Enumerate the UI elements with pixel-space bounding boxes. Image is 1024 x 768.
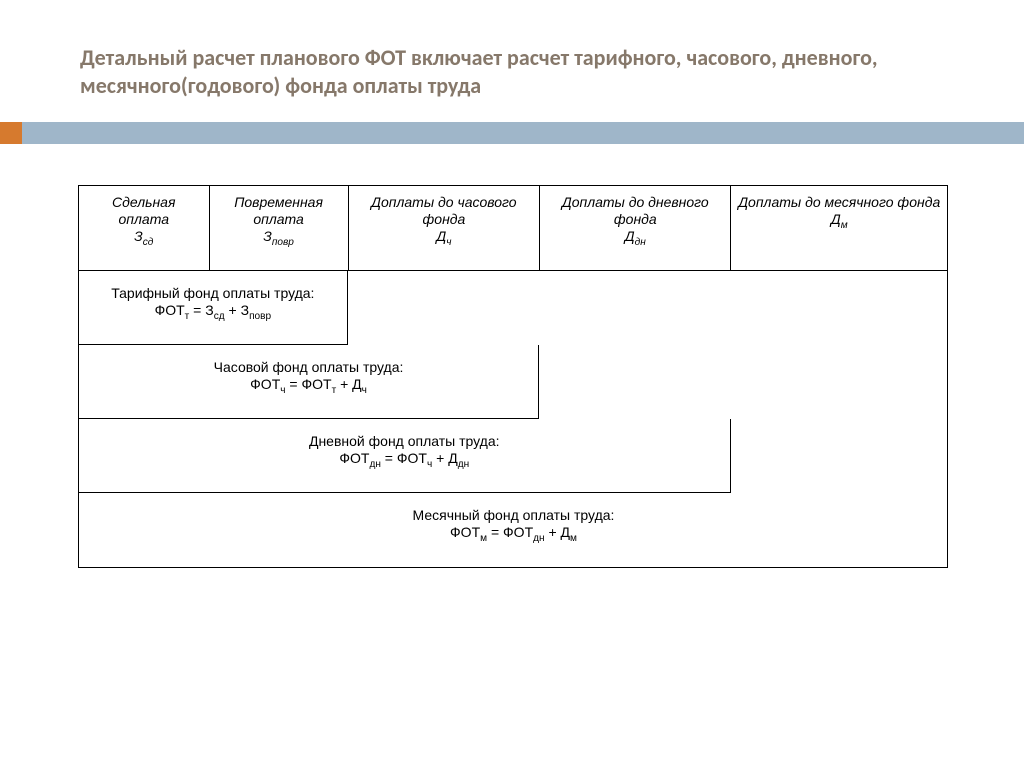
a-base: ФОТ	[397, 450, 427, 466]
decorative-bar	[0, 122, 1024, 144]
step-row-0: Тарифный фонд оплаты труда:ФОТт = Зсд + …	[78, 271, 348, 345]
a-base: ФОТ	[301, 376, 331, 392]
lhs-base: ФОТ	[339, 450, 369, 466]
header-label: Повременная оплата	[216, 194, 342, 228]
diagram-header-row: Сдельная оплатаЗсдПовременная оплатаЗпов…	[78, 185, 948, 271]
step-row-1: Часовой фонд оплаты труда:ФОТч = ФОТт + …	[78, 345, 539, 419]
a-sub: сд	[214, 311, 225, 322]
header-symbol: Дч	[355, 228, 533, 245]
step-label: Часовой фонд оплаты труда:	[85, 359, 532, 376]
sym-base: З	[263, 228, 272, 244]
sym-base: Д	[831, 211, 841, 227]
step-formula: ФОТч = ФОТт + Дч	[85, 376, 532, 393]
a-base: ФОТ	[503, 524, 533, 540]
fot-staircase-diagram: Сдельная оплатаЗсдПовременная оплатаЗпов…	[78, 185, 948, 568]
lhs-base: ФОТ	[450, 524, 480, 540]
lhs-base: ФОТ	[155, 302, 185, 318]
b-base: З	[241, 302, 249, 318]
page-title: Детальный расчет планового ФОТ включает …	[80, 44, 964, 99]
header-cell-3: Доплаты до дневного фондаДдн	[539, 185, 730, 271]
sym-sub: ч	[446, 236, 451, 247]
b-base: Д	[352, 376, 361, 392]
sym-sub: сд	[143, 236, 154, 247]
header-cell-0: Сдельная оплатаЗсд	[78, 185, 209, 271]
header-cell-1: Повременная оплатаЗповр	[209, 185, 348, 271]
slide: Детальный расчет планового ФОТ включает …	[0, 0, 1024, 768]
sym-base: Д	[436, 228, 446, 244]
sym-base: Д	[625, 228, 635, 244]
step-row-2: Дневной фонд оплаты труда:ФОТдн = ФОТч +…	[78, 419, 731, 493]
header-cell-4: Доплаты до месячного фондаДм	[730, 185, 948, 271]
sym-sub: повр	[272, 236, 294, 247]
header-label: Сдельная оплата	[85, 194, 203, 228]
b-base: Д	[561, 524, 570, 540]
b-sub: м	[570, 533, 577, 544]
diagram-step-frame: Тарифный фонд оплаты труда:ФОТт = Зсд + …	[78, 271, 948, 568]
b-sub: дн	[458, 459, 469, 470]
lhs-sub: дн	[369, 459, 380, 470]
b-sub: повр	[249, 311, 271, 322]
b-sub: ч	[362, 385, 367, 396]
header-cell-2: Доплаты до часового фондаДч	[348, 185, 539, 271]
a-sub: дн	[533, 533, 544, 544]
bar-segment-blue	[22, 122, 1024, 144]
lhs-sub: м	[480, 533, 487, 544]
header-symbol: Дм	[737, 211, 941, 228]
header-symbol: Ддн	[546, 228, 724, 245]
step-label: Дневной фонд оплаты труда:	[85, 433, 724, 450]
header-label: Доплаты до дневного фонда	[546, 194, 724, 228]
step-label: Месячный фонд оплаты труда:	[85, 507, 942, 524]
step-label: Тарифный фонд оплаты труда:	[85, 285, 341, 302]
step-formula: ФОТдн = ФОТч + Ддн	[85, 450, 724, 467]
step-formula: ФОТм = ФОТдн + Дм	[85, 524, 942, 541]
header-label: Доплаты до часового фонда	[355, 194, 533, 228]
sym-base: З	[134, 228, 143, 244]
lhs-base: ФОТ	[250, 376, 280, 392]
step-formula: ФОТт = Зсд + Зповр	[85, 302, 341, 319]
bar-segment-orange	[0, 122, 22, 144]
sym-sub: дн	[635, 236, 646, 247]
a-base: З	[205, 302, 213, 318]
header-label: Доплаты до месячного фонда	[737, 194, 941, 211]
lhs-sub: ч	[280, 385, 285, 396]
a-sub: ч	[427, 459, 432, 470]
step-row-3: Месячный фонд оплаты труда:ФОТм = ФОТдн …	[78, 493, 948, 567]
a-sub: т	[332, 385, 337, 396]
b-base: Д	[448, 450, 457, 466]
lhs-sub: т	[185, 311, 190, 322]
sym-sub: м	[841, 220, 848, 231]
header-symbol: Зповр	[216, 228, 342, 245]
header-symbol: Зсд	[85, 228, 203, 245]
